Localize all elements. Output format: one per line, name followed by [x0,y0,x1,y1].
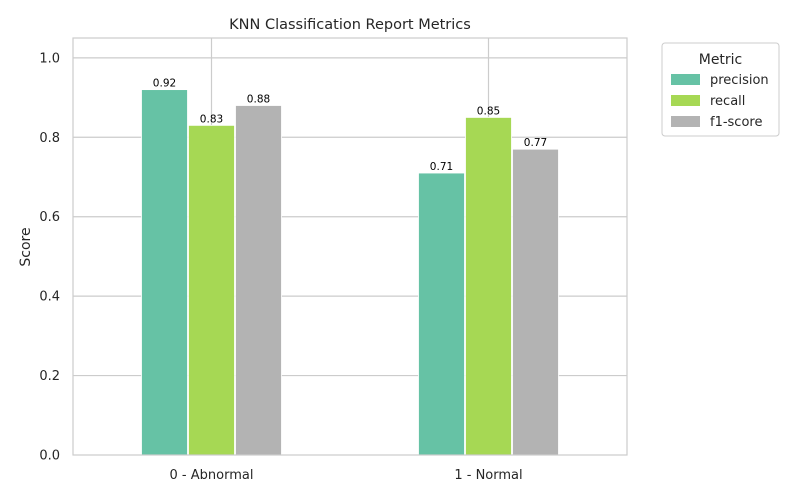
legend-swatch-precision [671,74,700,85]
y-axis: 0.0 0.2 0.4 0.6 0.8 1.0 [39,51,60,463]
y-tick-label: 0.8 [39,131,60,146]
legend-swatch-f1-score [671,116,700,127]
x-tick-label: 0 - Abnormal [170,468,254,483]
y-tick-label: 0.4 [39,290,60,305]
y-axis-label: Score [18,227,34,266]
y-tick-label: 0.2 [39,369,60,384]
legend-box [661,42,780,137]
plot-area [72,37,628,456]
bar-f1-score [235,105,282,456]
legend: Metric precision recall f1-score [661,42,780,137]
legend-label-recall: recall [710,94,745,109]
y-tick-label: 0.6 [39,210,60,225]
bar-precision [418,172,465,456]
bars [141,89,559,456]
legend-swatch-recall [671,95,700,106]
legend-title: Metric [699,52,743,68]
chart-title: KNN Classification Report Metrics [229,17,471,33]
y-tick-label: 1.0 [39,51,60,66]
x-tick-label: 1 - Normal [454,468,522,483]
bar-f1-score [512,148,559,456]
data-label: 0.77 [524,137,547,149]
x-axis: 0 - Abnormal 1 - Normal [170,468,523,483]
bar-precision [141,89,188,456]
bar-recall [188,124,235,456]
bar-recall [465,117,512,456]
data-label: 0.83 [200,113,223,125]
data-label: 0.71 [430,161,453,173]
y-tick-label: 0.0 [39,449,60,464]
data-label: 0.92 [153,78,176,90]
legend-label-precision: precision [710,73,769,88]
legend-label-f1-score: f1-score [710,115,762,130]
data-labels: 0.92 0.83 0.88 0.71 0.85 0.77 [153,78,547,173]
data-label: 0.85 [477,105,500,117]
data-label: 0.88 [247,94,270,106]
